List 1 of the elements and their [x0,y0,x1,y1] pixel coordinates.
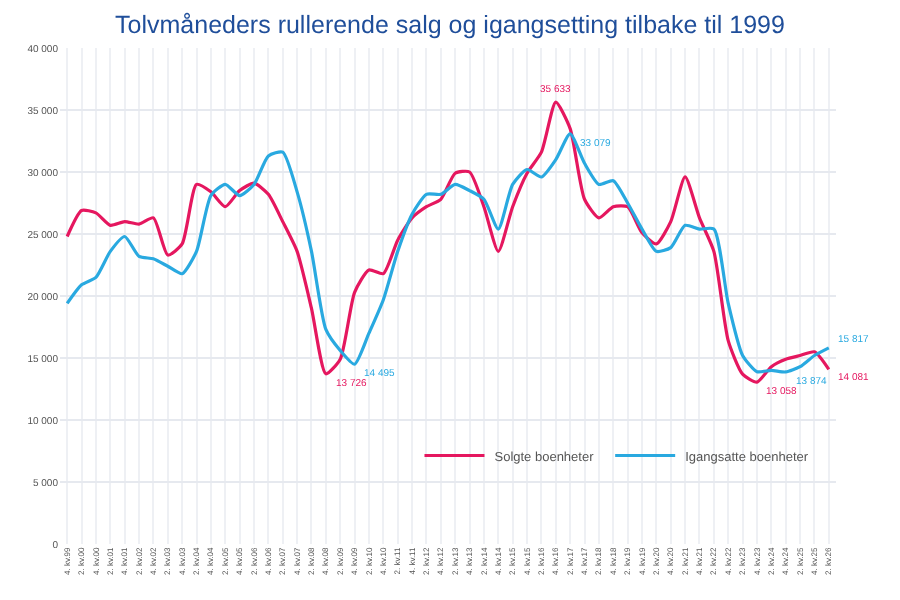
chart-title: Tolvmåneders rullerende salg og igangsetting tilbake til 1999 [115,10,786,39]
